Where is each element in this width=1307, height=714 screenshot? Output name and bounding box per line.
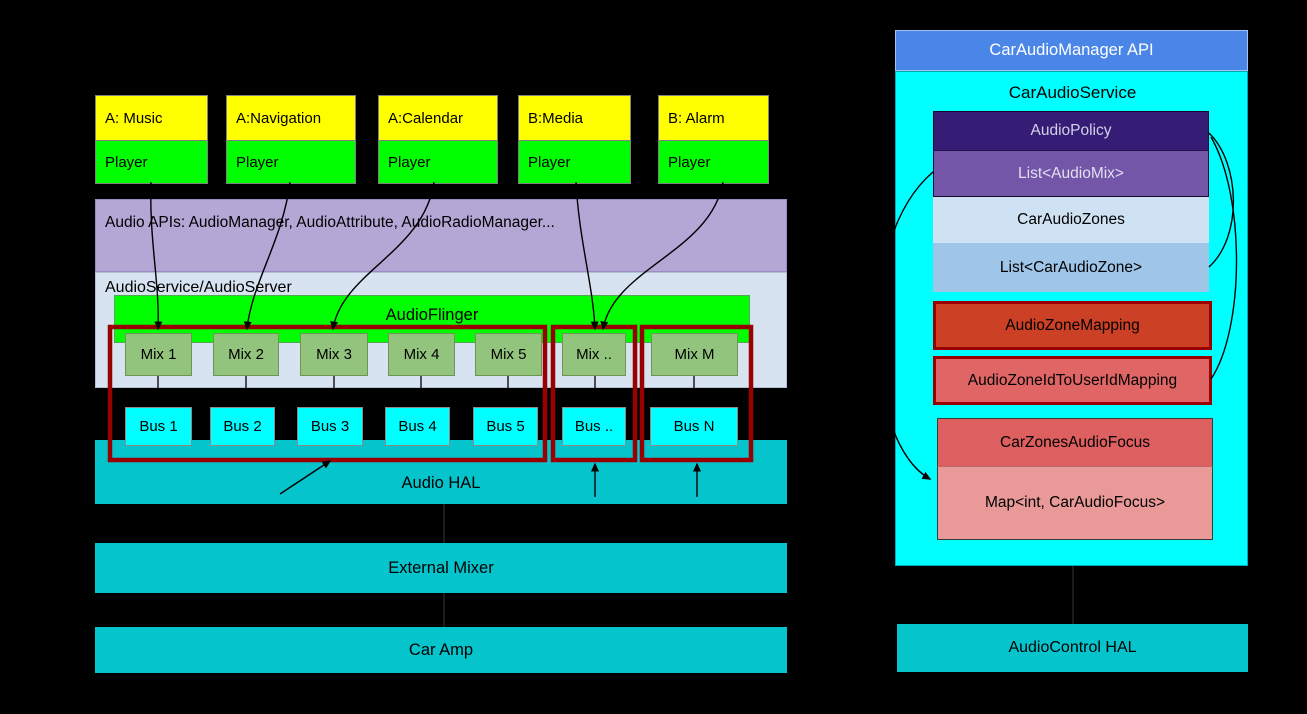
player-label: Player <box>379 140 497 183</box>
audio-control-hal-bar: AudioControl HAL <box>897 624 1248 672</box>
mix-box-1: Mix 1 <box>125 333 192 376</box>
bus-box-4: Bus 4 <box>385 407 450 446</box>
player-label: Player <box>519 140 630 183</box>
car-audio-service-label: CarAudioService <box>1008 83 1137 102</box>
mix-box-m: Mix M <box>651 333 738 376</box>
audio-hal-bar: Audio HAL <box>95 440 787 504</box>
app-box-alarm: B: Alarm Player <box>658 95 769 184</box>
app-label: A:Calendar <box>379 96 497 140</box>
app-label: B: Alarm <box>659 96 768 140</box>
audio-apis-bar: Audio APIs: AudioManager, AudioAttribute… <box>95 199 787 272</box>
app-box-music: A: Music Player <box>95 95 208 184</box>
mix-box-4: Mix 4 <box>388 333 455 376</box>
car-zones-audio-focus-box: CarZonesAudioFocus <box>937 418 1213 466</box>
bus-box-dots: Bus .. <box>562 407 626 446</box>
app-box-navigation: A:Navigation Player <box>226 95 356 184</box>
app-label: A:Navigation <box>227 96 355 140</box>
app-box-calendar: A:Calendar Player <box>378 95 498 184</box>
player-label: Player <box>659 140 768 183</box>
bus-box-n: Bus N <box>650 407 738 446</box>
bus-box-2: Bus 2 <box>210 407 275 446</box>
mix-box-5: Mix 5 <box>475 333 542 376</box>
audio-zone-mapping-box: AudioZoneMapping <box>933 301 1212 350</box>
car-audio-manager-api-bar: CarAudioManager API <box>895 30 1248 71</box>
car-audio-zones-box: CarAudioZones <box>933 197 1209 243</box>
app-box-media: B:Media Player <box>518 95 631 184</box>
map-int-car-audio-focus-box: Map<int, CarAudioFocus> <box>937 466 1213 540</box>
external-mixer-bar: External Mixer <box>95 543 787 593</box>
player-label: Player <box>96 140 207 183</box>
player-label: Player <box>227 140 355 183</box>
mix-box-dots: Mix .. <box>562 333 626 376</box>
car-amp-bar: Car Amp <box>95 627 787 673</box>
list-audio-mix-box: List<AudioMix> <box>933 150 1209 197</box>
bus-box-5: Bus 5 <box>473 407 538 446</box>
audio-zone-id-to-user-id-mapping-box: AudioZoneIdToUserIdMapping <box>933 356 1212 405</box>
list-car-audio-zone-box: List<CarAudioZone> <box>933 243 1209 292</box>
mix-box-2: Mix 2 <box>213 333 279 376</box>
mix-box-3: Mix 3 <box>300 333 368 376</box>
app-label: A: Music <box>96 96 207 140</box>
bus-box-1: Bus 1 <box>125 407 192 446</box>
audio-policy-box: AudioPolicy <box>933 111 1209 150</box>
bus-box-3: Bus 3 <box>297 407 363 446</box>
app-label: B:Media <box>519 96 630 140</box>
